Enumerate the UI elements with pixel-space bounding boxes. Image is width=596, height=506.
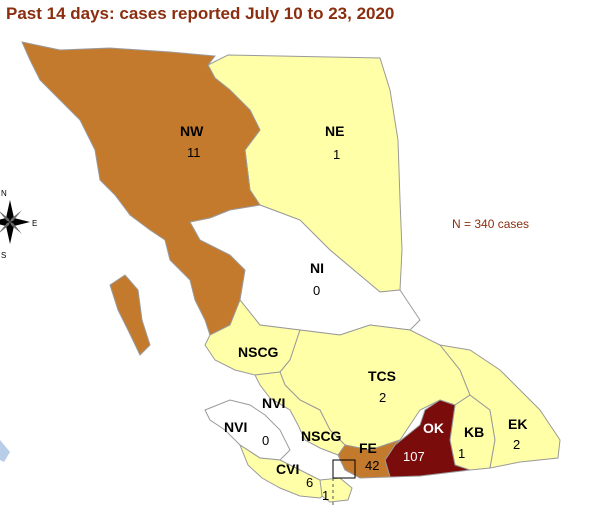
label-nscg-south-code: NSCG xyxy=(301,428,342,444)
label-ne-count: 1 xyxy=(333,147,340,162)
label-cvi-code: CVI xyxy=(276,461,299,477)
label-svi-count: 1 xyxy=(322,488,329,503)
label-cvi-count: 6 xyxy=(306,475,313,490)
label-nw-code: NW xyxy=(180,123,204,139)
map-title: Past 14 days: cases reported July 10 to … xyxy=(6,4,395,23)
label-ok-count: 107 xyxy=(403,449,425,464)
region-fe[interactable] xyxy=(337,439,401,479)
label-ne-code: NE xyxy=(325,123,344,139)
region-nw-islands[interactable] xyxy=(109,274,151,356)
label-tcs-code: TCS xyxy=(368,368,396,384)
region-nw[interactable] xyxy=(21,41,261,336)
label-nvi-count: 0 xyxy=(262,433,269,448)
total-cases-note: N = 340 cases xyxy=(452,217,530,231)
inset-box xyxy=(332,459,356,479)
label-nvi-code: NVI xyxy=(224,419,247,435)
region-ek[interactable] xyxy=(438,344,561,469)
region-nvi[interactable] xyxy=(204,399,291,461)
label-ek-code: EK xyxy=(508,416,527,432)
label-ok-code: OK xyxy=(423,420,444,436)
label-ni-code: NI xyxy=(310,260,324,276)
label-nw-count: 11 xyxy=(187,145,201,160)
label-kb-count: 1 xyxy=(458,446,465,461)
label-tcs-count: 2 xyxy=(379,390,386,405)
label-nvi-north-code: NVI xyxy=(262,395,285,411)
label-fe-code: FE xyxy=(359,440,377,456)
compass-icon: N E S xyxy=(0,189,37,260)
compass-s-label: S xyxy=(1,251,6,260)
region-nscg-south[interactable] xyxy=(254,371,346,456)
label-kb-code: KB xyxy=(464,424,484,440)
compass-e-label: E xyxy=(32,219,37,228)
label-fe-count: 42 xyxy=(365,458,379,473)
water-patch xyxy=(0,440,10,462)
label-ni-count: 0 xyxy=(313,283,320,298)
compass-n-label: N xyxy=(1,189,7,198)
region-ok[interactable] xyxy=(384,399,471,478)
label-nscg-north-code: NSCG xyxy=(238,344,279,360)
label-ek-count: 2 xyxy=(513,437,520,452)
